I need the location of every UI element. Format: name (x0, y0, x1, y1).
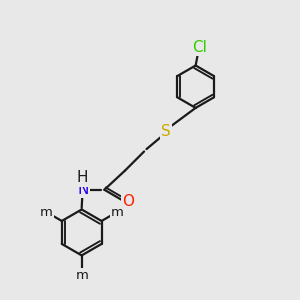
Text: m: m (111, 206, 124, 219)
Text: H: H (76, 170, 88, 185)
Text: m: m (75, 269, 88, 282)
Text: Cl: Cl (192, 40, 207, 55)
Text: S: S (161, 124, 171, 139)
Text: O: O (122, 194, 134, 209)
Text: m: m (40, 206, 52, 219)
Text: N: N (77, 182, 88, 197)
